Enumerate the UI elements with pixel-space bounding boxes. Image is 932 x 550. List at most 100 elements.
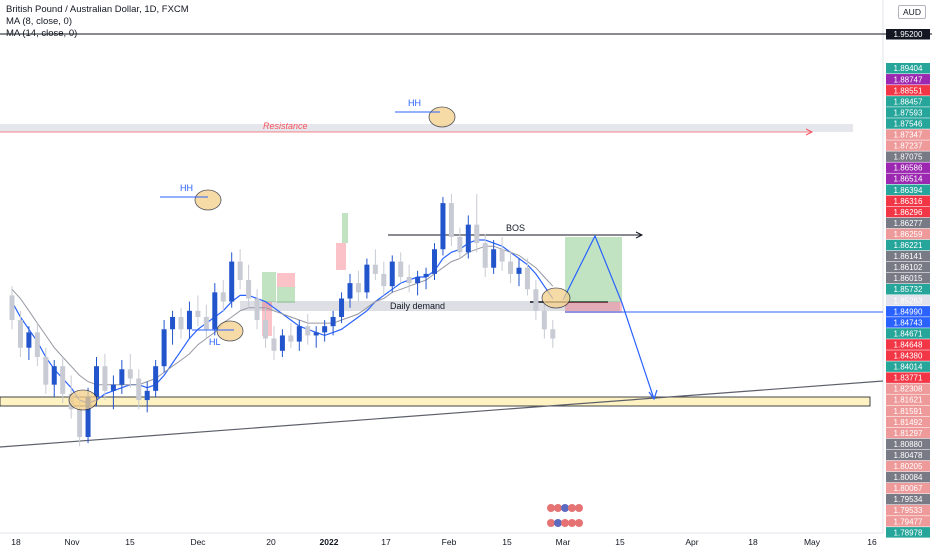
price-tag[interactable] — [886, 516, 930, 527]
candle-body[interactable] — [322, 326, 328, 333]
candle-body[interactable] — [161, 329, 167, 367]
candle-body[interactable] — [347, 283, 353, 299]
candle-body[interactable] — [305, 326, 311, 336]
candle-body[interactable] — [381, 273, 387, 287]
event-icon[interactable] — [554, 519, 562, 527]
event-icon[interactable] — [575, 519, 583, 527]
candle-body[interactable] — [279, 335, 285, 351]
daily-demand-zone[interactable] — [240, 301, 620, 311]
price-tag[interactable] — [886, 416, 930, 428]
price-tag[interactable] — [886, 129, 930, 140]
price-tag[interactable] — [886, 449, 930, 461]
ma8-legend[interactable]: MA (8, close, 0) — [6, 16, 72, 27]
candle-body[interactable] — [508, 261, 514, 274]
price-tag[interactable] — [886, 29, 930, 40]
price-tag[interactable] — [886, 427, 930, 439]
candle-body[interactable] — [524, 267, 530, 290]
price-tag[interactable] — [886, 250, 930, 262]
price-tag[interactable] — [886, 505, 930, 516]
price-tag[interactable] — [886, 140, 930, 151]
candle-body[interactable] — [85, 396, 91, 437]
price-tag[interactable] — [886, 85, 930, 96]
candle-body[interactable] — [448, 203, 454, 237]
candle-body[interactable] — [339, 298, 345, 317]
price-tag[interactable] — [886, 471, 930, 483]
resistance-zone[interactable] — [0, 124, 853, 132]
candle-body[interactable] — [457, 236, 463, 253]
candle-body[interactable] — [246, 280, 252, 299]
candle-body[interactable] — [263, 320, 268, 339]
candle-body[interactable] — [153, 366, 159, 391]
candle-body[interactable] — [119, 369, 125, 385]
price-tag[interactable] — [886, 438, 930, 450]
candle-body[interactable] — [94, 366, 99, 397]
candle-body[interactable] — [516, 267, 522, 274]
candle-body[interactable] — [296, 326, 302, 342]
candle-body[interactable] — [440, 203, 446, 250]
price-tag[interactable] — [886, 350, 930, 361]
event-icon[interactable] — [561, 504, 569, 512]
currency-badge[interactable]: AUD — [898, 5, 926, 19]
candle-body[interactable] — [313, 332, 319, 336]
price-tag[interactable] — [886, 372, 930, 383]
candle-body[interactable] — [220, 292, 226, 302]
candle-body[interactable] — [389, 261, 395, 287]
candle-body[interactable] — [398, 261, 404, 277]
event-icon[interactable] — [568, 504, 576, 512]
candle-body[interactable] — [17, 320, 23, 348]
candle-body[interactable] — [474, 224, 480, 244]
price-tag[interactable] — [886, 306, 930, 317]
price-tag[interactable] — [886, 261, 930, 273]
candle-body[interactable] — [34, 332, 40, 357]
candle-body[interactable] — [482, 243, 488, 268]
price-tag[interactable] — [886, 482, 930, 494]
price-tag[interactable] — [886, 272, 930, 284]
price-tag[interactable] — [886, 74, 930, 85]
candle-body[interactable] — [364, 264, 370, 293]
ma14-legend[interactable]: MA (14, close, 0) — [6, 28, 78, 39]
price-tag[interactable] — [886, 460, 930, 472]
ma14-line[interactable] — [11, 245, 554, 386]
candle-body[interactable] — [212, 292, 218, 330]
price-tag[interactable] — [886, 151, 930, 162]
events-icons[interactable] — [547, 504, 583, 527]
price-tag[interactable] — [886, 493, 930, 505]
candle-body[interactable] — [43, 356, 49, 385]
price-tag[interactable] — [886, 394, 930, 406]
candle-body[interactable] — [195, 310, 201, 317]
candle-body[interactable] — [330, 316, 336, 327]
candle-body[interactable] — [415, 276, 421, 284]
price-tag[interactable] — [886, 328, 930, 339]
price-tag[interactable] — [886, 184, 930, 196]
price-tag[interactable] — [886, 284, 930, 295]
price-tag[interactable] — [886, 96, 930, 107]
candle-body[interactable] — [110, 384, 116, 391]
event-icon[interactable] — [561, 519, 569, 527]
event-icon[interactable] — [575, 504, 583, 512]
long-position-stop[interactable] — [565, 302, 622, 313]
price-tag[interactable] — [886, 405, 930, 417]
candle-body[interactable] — [372, 264, 378, 274]
trendline[interactable] — [0, 380, 884, 448]
candle-body[interactable] — [423, 273, 429, 277]
candle-body[interactable] — [51, 366, 57, 385]
candle-body[interactable] — [465, 224, 471, 253]
candle-body[interactable] — [170, 316, 176, 330]
price-tag[interactable] — [886, 527, 930, 538]
candle-body[interactable] — [60, 366, 66, 394]
candle-body[interactable] — [288, 335, 294, 342]
candle-body[interactable] — [127, 369, 133, 379]
event-icon[interactable] — [547, 504, 555, 512]
price-tag[interactable] — [886, 339, 930, 350]
candle-body[interactable] — [355, 283, 361, 293]
event-icon[interactable] — [568, 519, 576, 527]
event-icon[interactable] — [554, 504, 562, 512]
price-tag[interactable] — [886, 317, 930, 328]
candle-body[interactable] — [229, 261, 235, 302]
candle-body[interactable] — [237, 261, 243, 281]
candle-body[interactable] — [550, 329, 556, 339]
candle-body[interactable] — [136, 378, 142, 401]
candle-body[interactable] — [254, 298, 260, 321]
candle-body[interactable] — [541, 310, 547, 330]
